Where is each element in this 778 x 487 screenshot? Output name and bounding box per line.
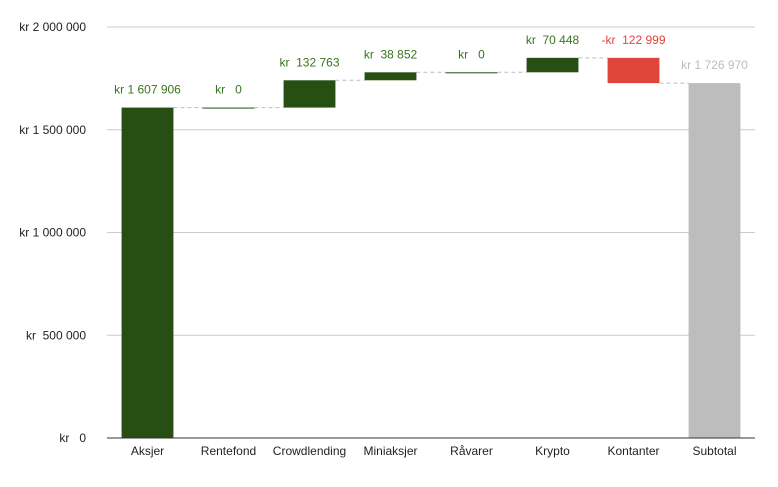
y-tick-label: kr 1 000 000	[19, 226, 86, 240]
data-label: -kr 122 999	[601, 33, 665, 47]
bar-krypto	[526, 57, 579, 73]
data-label: kr 1 607 906	[114, 83, 181, 97]
y-tick-label: kr 500 000	[26, 328, 86, 342]
data-label: kr 70 448	[526, 33, 580, 47]
y-tick-label: kr 1 500 000	[19, 123, 86, 137]
category-label: Crowdlending	[273, 444, 346, 458]
data-label: kr 38 852	[364, 47, 418, 61]
bar-miniaksjer	[364, 72, 417, 81]
y-tick-label: kr 0	[59, 431, 86, 445]
category-label: Subtotal	[692, 444, 736, 458]
bar-råvarer	[445, 72, 498, 74]
data-label: kr 132 763	[279, 55, 339, 69]
bar-subtotal	[688, 83, 741, 438]
data-label: kr 0	[458, 47, 485, 61]
category-label: Miniaksjer	[363, 444, 417, 458]
category-label: Råvarer	[450, 444, 493, 458]
data-label: kr 1 726 970	[681, 58, 748, 72]
connector-lines	[173, 57, 689, 109]
axes: kr 0 kr 500 000 kr 1 000 000 kr 1 500 000 kr…	[19, 20, 755, 458]
y-tick-label: kr 2 000 000	[19, 20, 86, 34]
category-label: Krypto	[535, 444, 570, 458]
data-labels: kr 1 607 906 kr 0 kr 132 763 kr 38 852 kr 0 k…	[114, 33, 748, 97]
bar-kontanter	[607, 57, 660, 84]
data-label: kr 0	[215, 83, 242, 97]
bar-rentefond	[202, 107, 255, 109]
category-label: Rentefond	[201, 444, 256, 458]
category-label: Aksjer	[131, 444, 164, 458]
bars	[121, 57, 741, 438]
gridlines	[107, 26, 755, 336]
category-label: Kontanter	[607, 444, 659, 458]
bar-aksjer	[121, 107, 174, 438]
bar-crowdlending	[283, 80, 336, 108]
